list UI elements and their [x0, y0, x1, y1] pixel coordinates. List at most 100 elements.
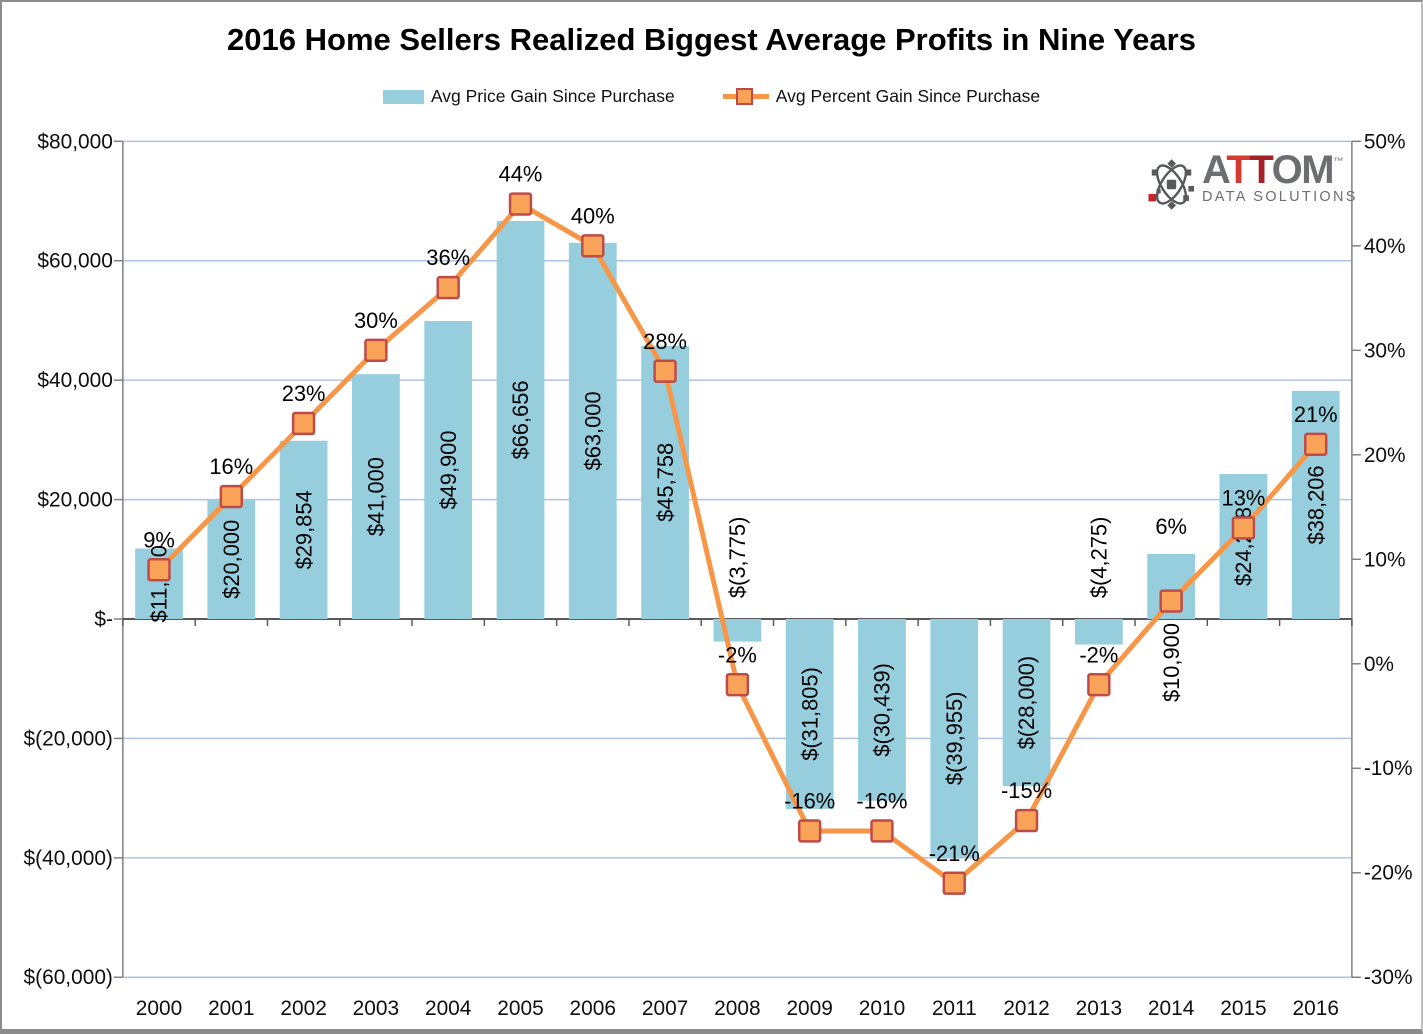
- left-axis-label: $-: [94, 608, 113, 631]
- year-label-2013: 2013: [1076, 997, 1122, 1020]
- year-label-2006: 2006: [570, 997, 616, 1020]
- right-axis-label: -30%: [1364, 966, 1413, 989]
- year-label-2005: 2005: [497, 997, 543, 1020]
- bar-label-2008: $(3,775): [725, 517, 750, 598]
- year-label-2012: 2012: [1003, 997, 1049, 1020]
- logo-red-accent: [1148, 193, 1156, 202]
- percent-label-2003: 30%: [354, 308, 398, 333]
- percent-label-2005: 44%: [499, 162, 543, 187]
- year-label-2015: 2015: [1220, 997, 1266, 1020]
- bar-2006: [568, 242, 617, 620]
- trademark-symbol: ™: [1333, 156, 1345, 168]
- marker-2013: [1087, 672, 1111, 697]
- attom-tagline: DATA SOLUTIONS: [1202, 189, 1358, 205]
- bar-label-2007: $45,758: [653, 443, 678, 522]
- bar-label-2001: $20,000: [219, 520, 244, 599]
- attom-atom-icon: [1148, 159, 1195, 210]
- bar-label-2003: $41,000: [364, 457, 389, 536]
- left-axis-label: $(40,000): [24, 847, 113, 870]
- year-label-2000: 2000: [136, 997, 182, 1020]
- chart-title: 2016 Home Sellers Realized Biggest Avera…: [227, 22, 1196, 57]
- attom-wordmark: ATTOM™: [1202, 148, 1345, 192]
- left-axis-label: $60,000: [37, 250, 112, 273]
- year-label-2009: 2009: [786, 997, 832, 1020]
- legend-label-percent-gain: Avg Percent Gain Since Purchase: [775, 86, 1041, 106]
- percent-label-2009: -16%: [784, 789, 835, 814]
- legend: Avg Price Gain Since Purchase Avg Percen…: [2, 86, 1421, 107]
- marker-2016: [1304, 432, 1328, 457]
- bar-2001: [207, 499, 256, 620]
- percent-label-2000: 9%: [143, 527, 175, 552]
- legend-line-marker-swatch: [722, 87, 769, 107]
- year-label-2003: 2003: [353, 997, 399, 1020]
- attom-logo-text: ATTOM™ DATA SOLUTIONS: [1202, 148, 1358, 205]
- bar-2012: [1002, 619, 1051, 787]
- marker-2003: [364, 338, 388, 363]
- year-label-2016: 2016: [1293, 997, 1339, 1020]
- percent-label-2004: 36%: [426, 245, 470, 270]
- bar-label-2012: $(28,000): [1014, 656, 1039, 750]
- bar-2005: [496, 220, 545, 620]
- bar-label-2010: $(30,439): [870, 663, 895, 757]
- percent-label-2007: 28%: [643, 329, 687, 354]
- left-axis-label: $(60,000): [24, 966, 113, 989]
- bar-label-2016: $38,206: [1303, 465, 1328, 544]
- right-axis-label: 20%: [1364, 444, 1406, 467]
- percent-label-2001: 16%: [209, 454, 253, 479]
- marker-2002: [291, 411, 316, 436]
- left-axis-label: $(20,000): [24, 727, 113, 750]
- bar-2009: [785, 619, 834, 809]
- bar-label-2000: $11,800: [147, 545, 172, 622]
- marker-2008: [725, 672, 750, 697]
- right-axis-label: -10%: [1364, 757, 1413, 780]
- bar-label-2013: $(4,275): [1087, 517, 1112, 598]
- attom-logo: ATTOM™ DATA SOLUTIONS: [1148, 148, 1358, 210]
- year-label-2001: 2001: [208, 997, 254, 1020]
- percent-label-2008: -2%: [718, 642, 757, 667]
- bar-2004: [424, 321, 473, 620]
- year-label-2011: 2011: [932, 997, 977, 1020]
- percent-label-2010: -16%: [856, 789, 907, 814]
- marker-2004: [436, 275, 460, 300]
- legend-item-percent-gain: Avg Percent Gain Since Purchase: [722, 86, 1041, 107]
- percent-label-2006: 40%: [571, 203, 615, 228]
- marker-2007: [653, 359, 677, 383]
- marker-2000: [147, 558, 171, 582]
- bar-label-2002: $29,854: [291, 490, 316, 569]
- marker-2001: [219, 484, 243, 509]
- percent-label-2013: -2%: [1079, 642, 1118, 667]
- bar-label-2004: $49,900: [436, 430, 461, 509]
- bar-2007: [641, 345, 689, 620]
- marker-2015: [1231, 516, 1256, 540]
- year-label-2007: 2007: [642, 997, 688, 1020]
- right-axis-label: 0%: [1364, 653, 1394, 676]
- bar-label-2006: $63,000: [580, 391, 605, 470]
- percent-label-2002: 23%: [282, 381, 326, 406]
- marker-2009: [797, 819, 822, 843]
- year-label-2010: 2010: [859, 997, 905, 1020]
- bar-label-2005: $66,656: [508, 380, 533, 459]
- right-axis-label: -20%: [1364, 862, 1413, 885]
- marker-2012: [1014, 808, 1039, 833]
- bar-label-2009: $(31,805): [797, 667, 822, 761]
- marker-2011: [942, 871, 966, 895]
- right-axis-label: 30%: [1364, 339, 1406, 362]
- percent-label-2016: 21%: [1294, 402, 1338, 427]
- right-axis-label: 40%: [1364, 235, 1406, 258]
- marker-2006: [581, 234, 605, 258]
- bar-2002: [279, 440, 328, 620]
- year-label-2014: 2014: [1148, 997, 1194, 1020]
- right-axis-label: 10%: [1364, 548, 1406, 571]
- year-label-2008: 2008: [714, 997, 760, 1020]
- bar-2011: [930, 619, 979, 858]
- legend-label-price-gain: Avg Price Gain Since Purchase: [430, 86, 675, 106]
- bar-2013: [1074, 619, 1123, 645]
- right-axis-label: 50%: [1364, 130, 1406, 153]
- legend-item-price-gain: Avg Price Gain Since Purchase: [382, 86, 675, 107]
- marker-2010: [870, 819, 894, 843]
- bar-2003: [352, 374, 400, 620]
- percent-label-2015: 13%: [1222, 486, 1266, 511]
- bar-2016: [1291, 390, 1340, 620]
